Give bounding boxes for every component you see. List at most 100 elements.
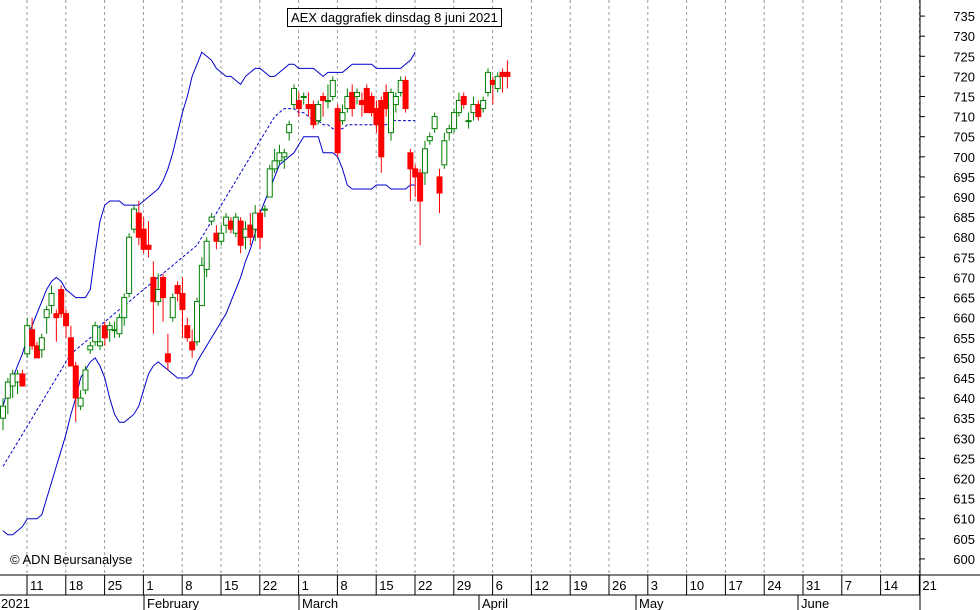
candle-down	[174, 284, 181, 295]
y-tick-label: 725	[953, 49, 975, 64]
candle-down	[227, 220, 234, 230]
candle-down	[368, 96, 375, 114]
candle-up	[194, 301, 200, 343]
candle-up	[455, 100, 462, 114]
y-tick-label: 735	[953, 9, 975, 24]
candle-up	[111, 329, 118, 332]
candle-up	[291, 87, 297, 106]
x-tick-label: 15	[224, 578, 238, 593]
candle-down	[310, 104, 317, 126]
candle-up	[354, 91, 361, 98]
x-tick-label: 6	[496, 578, 503, 593]
y-tick-label: 705	[953, 130, 975, 145]
candle-up	[266, 168, 273, 198]
candle-up	[203, 240, 210, 270]
candle-down	[378, 100, 385, 158]
x-tick-label: 26	[612, 578, 626, 593]
candle-down	[150, 276, 157, 303]
candle-down	[412, 168, 419, 178]
x-tick-label: 11	[30, 578, 44, 593]
y-tick-label: 610	[953, 512, 975, 527]
x-tick-label: 10	[690, 578, 704, 593]
candle-up	[470, 104, 477, 114]
candle-down	[363, 87, 370, 114]
candle-down	[189, 341, 196, 351]
candle-down	[135, 212, 142, 238]
upper-band-line	[2, 51, 416, 407]
candle-up	[82, 369, 89, 391]
candle-up	[92, 325, 99, 343]
candle-up	[116, 317, 123, 335]
candle-up	[24, 325, 31, 355]
candle-up	[451, 112, 458, 130]
candle-up	[106, 325, 113, 331]
candle-down	[29, 329, 36, 347]
candle-up	[388, 91, 394, 134]
candle-up	[208, 216, 215, 222]
candle-down	[334, 108, 341, 154]
candle-down	[417, 172, 424, 202]
month-label: May	[639, 596, 664, 610]
y-tick-label: 660	[953, 311, 975, 326]
candle-up	[315, 104, 322, 122]
candle-up	[232, 216, 239, 234]
y-tick-label: 680	[953, 230, 975, 245]
x-tick-label: 22	[263, 578, 277, 593]
x-tick-label: 14	[884, 578, 898, 593]
x-tick-label: 25	[108, 578, 122, 593]
candles	[0, 60, 511, 431]
y-tick-label: 625	[953, 451, 975, 466]
y-tick-label: 635	[953, 411, 975, 426]
x-tick-label: 3	[651, 578, 658, 593]
x-tick-label: 18	[69, 578, 83, 593]
x-tick-label: 24	[767, 578, 781, 593]
candle-up	[4, 381, 11, 399]
candle-up	[344, 96, 351, 110]
month-label: June	[801, 596, 829, 610]
y-tick-label: 655	[953, 331, 975, 346]
candle-down	[164, 353, 171, 363]
candle-up	[465, 120, 472, 123]
month-label: 2021	[1, 596, 30, 610]
x-tick-label: 22	[418, 578, 432, 593]
y-tick-label: 695	[953, 170, 975, 185]
x-tick-label: 15	[379, 578, 393, 593]
candle-down	[67, 337, 74, 367]
y-axis: 600 605 610 615 620 625 630 635 640 645 650 655 660 6…	[920, 9, 975, 567]
candle-up	[485, 71, 491, 93]
candle-down	[407, 152, 414, 170]
candle-down	[383, 91, 390, 110]
candle-up	[169, 297, 176, 319]
candle-down	[63, 313, 70, 327]
x-tick-label: 29	[457, 578, 471, 593]
y-tick-label: 730	[953, 29, 975, 44]
candle-up	[0, 405, 6, 419]
candle-down	[213, 232, 220, 242]
x-tick-label: 21	[922, 578, 936, 593]
y-tick-label: 665	[953, 291, 975, 306]
candle-up	[121, 297, 128, 319]
candle-down	[402, 79, 409, 110]
candle-down	[237, 220, 244, 246]
x-tick-label: 19	[573, 578, 587, 593]
candle-up	[446, 128, 453, 134]
candle-up	[77, 397, 84, 407]
y-tick-label: 675	[953, 250, 975, 265]
candle-down	[58, 289, 65, 315]
candle-up	[281, 152, 288, 158]
copyright-watermark: © ADN Beursanalyse	[10, 552, 133, 567]
candle-down	[475, 104, 482, 118]
candle-down	[504, 71, 511, 77]
y-tick-label: 685	[953, 210, 975, 225]
candle-up	[14, 373, 21, 383]
x-axis: 11 18 25 1 8 15 22 1 8 15 22 29 6 12 19 26 3 10 17 24 31 7 14 2…	[1, 575, 937, 610]
candle-up	[300, 96, 307, 99]
candle-up	[198, 264, 205, 307]
candle-down	[499, 71, 506, 77]
candle-up	[48, 293, 55, 307]
x-tick-label: 1	[302, 578, 309, 593]
x-tick-label: 8	[340, 578, 347, 593]
y-tick-label: 640	[953, 391, 975, 406]
candle-up	[426, 136, 433, 142]
